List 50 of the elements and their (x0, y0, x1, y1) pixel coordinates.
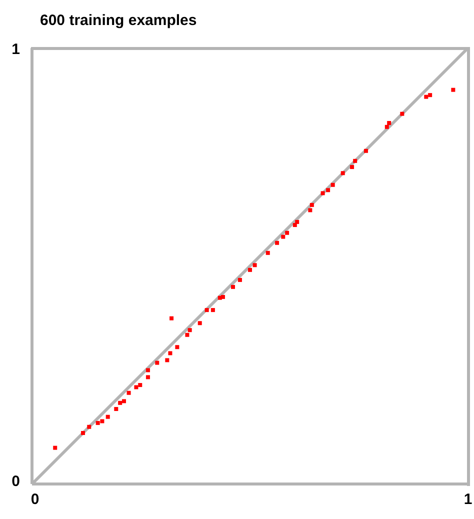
point (198, 321, 202, 326)
point (308, 208, 312, 212)
point (100, 419, 104, 424)
point (106, 414, 110, 419)
point (204, 308, 209, 312)
point (126, 390, 131, 395)
point (252, 263, 257, 268)
point (118, 400, 122, 405)
point (285, 230, 290, 235)
chart-title: 600 training examples (40, 12, 197, 29)
point (326, 188, 330, 192)
point (238, 278, 242, 282)
point (320, 191, 325, 196)
point (53, 446, 58, 450)
point (122, 399, 126, 404)
point (428, 93, 432, 98)
point (387, 120, 392, 125)
point (96, 420, 100, 425)
point (87, 424, 92, 429)
point (364, 148, 368, 153)
point (155, 360, 160, 365)
point (266, 250, 270, 255)
point (248, 268, 252, 272)
point (340, 171, 345, 176)
point (134, 385, 138, 390)
point (146, 368, 150, 372)
point (220, 294, 225, 299)
point (185, 332, 190, 337)
point (146, 375, 150, 380)
point (230, 284, 235, 289)
point (310, 202, 314, 207)
point (168, 351, 172, 356)
point (175, 345, 180, 350)
point (275, 240, 280, 245)
point (188, 328, 192, 332)
point (424, 94, 428, 99)
point (138, 383, 142, 388)
point (400, 112, 404, 116)
point (295, 220, 300, 224)
point (170, 316, 174, 320)
point (330, 182, 335, 187)
point (81, 430, 86, 435)
point (281, 234, 286, 239)
point (451, 88, 456, 92)
point (114, 407, 118, 412)
point (350, 165, 354, 170)
point (210, 308, 215, 312)
point (353, 158, 358, 163)
point (165, 358, 170, 362)
point (384, 124, 389, 129)
